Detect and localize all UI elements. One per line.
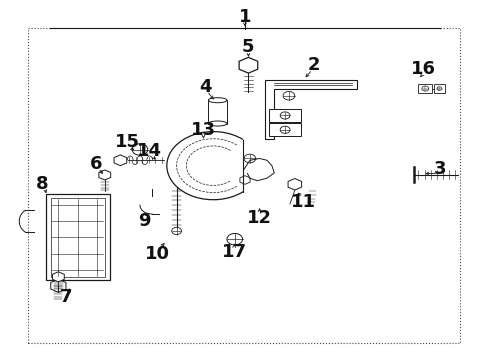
Polygon shape (51, 279, 66, 292)
Text: 13: 13 (191, 121, 216, 139)
Circle shape (244, 154, 256, 163)
Ellipse shape (208, 121, 227, 126)
Text: 14: 14 (137, 142, 162, 160)
Circle shape (280, 112, 290, 119)
Circle shape (172, 227, 181, 234)
Bar (46, 194, 110, 280)
Circle shape (280, 126, 290, 134)
Polygon shape (265, 80, 357, 139)
Ellipse shape (208, 98, 227, 103)
Circle shape (283, 91, 295, 100)
Bar (418, 84, 432, 93)
Polygon shape (99, 170, 111, 180)
Polygon shape (239, 57, 258, 73)
Text: 10: 10 (145, 244, 170, 262)
Text: 3: 3 (434, 160, 447, 178)
Text: 17: 17 (222, 243, 247, 261)
Polygon shape (114, 155, 127, 166)
Polygon shape (240, 176, 250, 184)
Circle shape (422, 86, 429, 91)
Text: 11: 11 (291, 193, 316, 211)
Polygon shape (288, 179, 302, 190)
Text: 12: 12 (247, 209, 272, 227)
Text: 16: 16 (411, 60, 436, 78)
Bar (27, 28, 460, 343)
Circle shape (437, 87, 442, 90)
Bar (434, 84, 445, 93)
Bar (51, 198, 105, 277)
Text: 8: 8 (36, 175, 49, 193)
Bar (270, 123, 301, 136)
Circle shape (132, 144, 148, 155)
Polygon shape (52, 272, 64, 282)
Text: 9: 9 (139, 212, 151, 230)
Text: 5: 5 (241, 38, 254, 56)
Text: 7: 7 (59, 288, 72, 306)
Text: 2: 2 (307, 56, 319, 74)
Bar (270, 109, 301, 122)
Text: 4: 4 (199, 78, 212, 96)
Text: 15: 15 (115, 133, 140, 151)
Bar (208, 100, 227, 123)
Text: 1: 1 (239, 8, 251, 26)
Text: 6: 6 (90, 155, 102, 173)
Circle shape (227, 233, 243, 245)
